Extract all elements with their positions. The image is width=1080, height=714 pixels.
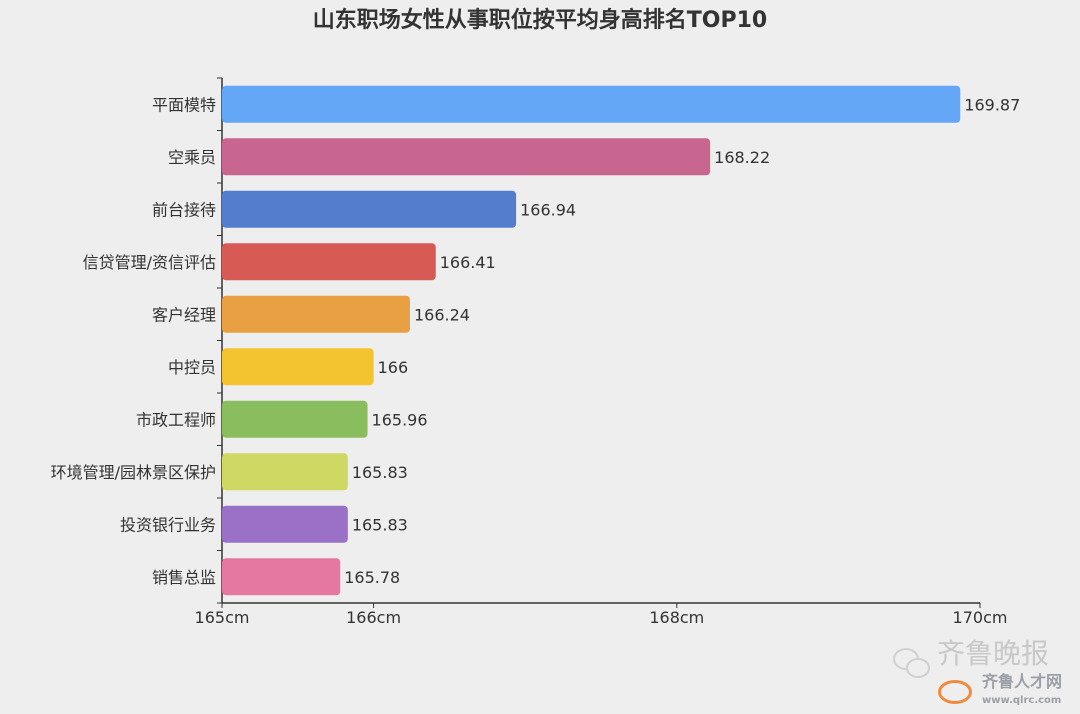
category-label: 销售总监 <box>152 568 216 587</box>
value-label: 165.78 <box>344 568 400 587</box>
bar-6 <box>222 348 374 386</box>
bar-5 <box>222 295 410 333</box>
bar-1 <box>222 85 961 123</box>
bar-10 <box>222 558 341 596</box>
category-label: 空乘员 <box>168 148 216 167</box>
value-label: 165.96 <box>372 410 428 429</box>
value-label: 165.83 <box>352 515 408 534</box>
value-label: 169.87 <box>964 95 1020 114</box>
x-tick-label: 168cm <box>649 608 704 627</box>
category-label: 投资银行业务 <box>120 515 216 534</box>
wechat-icon <box>893 648 933 680</box>
value-label: 166 <box>378 358 409 377</box>
category-label: 信贷管理/资信评估 <box>83 253 216 272</box>
bar-2 <box>222 138 711 176</box>
bar-3 <box>222 190 517 228</box>
value-label: 168.22 <box>714 148 770 167</box>
watermark-logo-text: 齐鲁人才网 <box>982 672 1063 691</box>
bar-7 <box>222 400 368 438</box>
category-label: 客户经理 <box>152 305 216 324</box>
category-label: 前台接待 <box>152 200 216 219</box>
bar-8 <box>222 453 348 491</box>
bar-4 <box>222 243 436 281</box>
category-label: 市政工程师 <box>136 410 216 429</box>
value-label: 166.94 <box>520 200 576 219</box>
frog-logo-icon <box>938 680 972 704</box>
category-label: 环境管理/园林景区保护 <box>51 463 216 482</box>
value-label: 166.41 <box>440 253 496 272</box>
x-tick-label: 165cm <box>195 608 250 627</box>
x-tick-label: 166cm <box>346 608 401 627</box>
category-label: 平面模特 <box>152 95 216 114</box>
category-label: 中控员 <box>168 358 216 377</box>
value-label: 165.83 <box>352 463 408 482</box>
bar-9 <box>222 505 348 543</box>
chart-title: 山东职场女性从事职位按平均身高排名TOP10 <box>312 8 768 33</box>
watermark-brand: 齐鲁晚报 <box>937 637 1050 670</box>
x-tick-label: 170cm <box>953 608 1008 627</box>
watermark-url: www.qlrc.com <box>982 695 1062 706</box>
value-label: 166.24 <box>414 305 470 324</box>
